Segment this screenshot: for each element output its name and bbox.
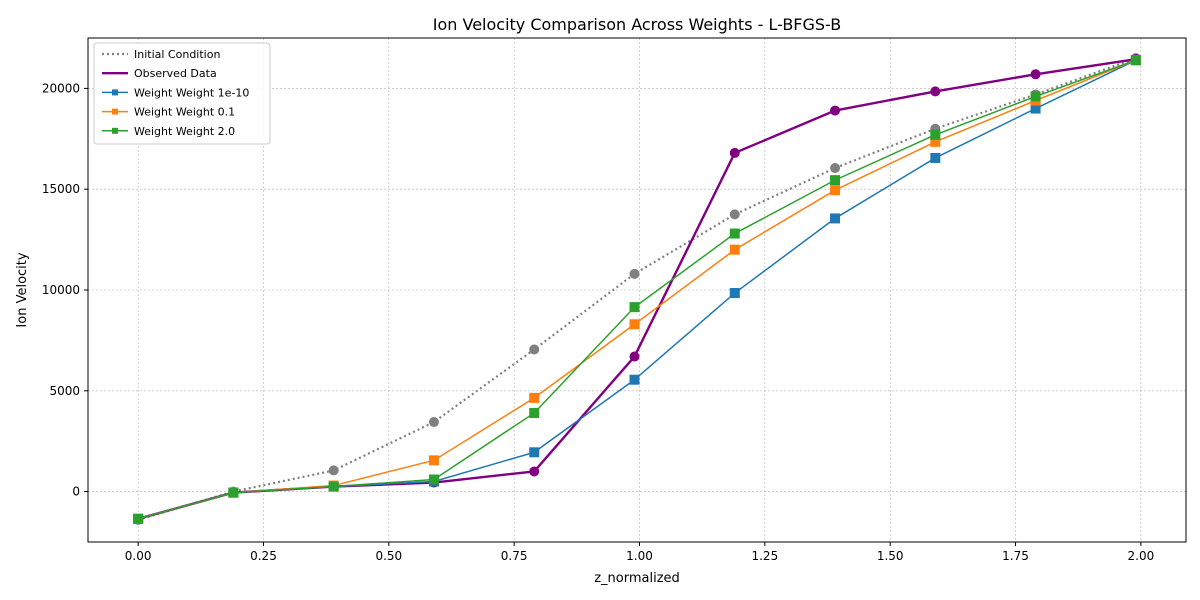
data-point-observed-data: [729, 147, 740, 158]
data-point-weight-weight-2-0: [930, 129, 941, 140]
data-point-weight-weight-2-0: [428, 474, 439, 485]
legend-label: Initial Condition: [134, 48, 220, 61]
legend-entry-initial-condition: Initial Condition: [102, 48, 220, 61]
data-point-observed-data: [830, 105, 841, 116]
data-point-weight-weight-1e-10: [729, 288, 740, 299]
data-point-weight-weight-1e-10: [629, 374, 640, 385]
legend-swatch-marker: [112, 89, 118, 96]
data-point-observed-data: [930, 86, 941, 97]
data-point-weight-weight-2-0: [1130, 55, 1141, 66]
series-weight-weight-2-0: [133, 55, 1141, 524]
y-tick-label: 15000: [42, 182, 80, 196]
data-point-weight-weight-0-1: [529, 392, 540, 403]
y-tick-label: 10000: [42, 283, 80, 297]
data-point-weight-weight-0-1: [729, 244, 740, 255]
y-axis-label: Ion Velocity: [15, 252, 30, 327]
data-point-initial-condition: [830, 163, 841, 174]
data-point-weight-weight-0-1: [629, 319, 640, 330]
legend-entry-weight-weight-2-0: Weight Weight 2.0: [102, 125, 235, 138]
legend-label: Weight Weight 0.1: [134, 106, 235, 119]
data-point-initial-condition: [629, 268, 640, 279]
x-tick-label: 2.00: [1128, 549, 1155, 563]
chart-title: Ion Velocity Comparison Across Weights -…: [433, 15, 841, 34]
data-point-weight-weight-2-0: [328, 481, 339, 492]
x-tick-label: 0.50: [375, 549, 402, 563]
data-point-weight-weight-0-1: [830, 185, 841, 196]
data-point-observed-data: [529, 466, 540, 477]
data-point-weight-weight-1e-10: [830, 213, 841, 224]
data-point-weight-weight-1e-10: [930, 152, 941, 163]
data-point-weight-weight-2-0: [529, 407, 540, 418]
legend-entry-observed-data: Observed Data: [102, 67, 217, 80]
data-point-weight-weight-1e-10: [529, 447, 540, 458]
data-point-weight-weight-2-0: [729, 228, 740, 239]
data-point-weight-weight-2-0: [629, 302, 640, 313]
x-tick-label: 1.25: [751, 549, 778, 563]
data-point-initial-condition: [428, 417, 439, 428]
y-tick-label: 0: [72, 485, 80, 499]
data-point-observed-data: [1030, 69, 1041, 80]
data-point-weight-weight-2-0: [1030, 91, 1041, 102]
x-tick-label: 1.75: [1002, 549, 1029, 563]
legend-entry-weight-weight-0-1: Weight Weight 0.1: [102, 106, 235, 119]
x-tick-label: 1.50: [877, 549, 904, 563]
x-axis-label: z_normalized: [594, 571, 680, 586]
legend: Initial Condition Observed Data Weight Wei…: [93, 42, 271, 145]
plot-series: [133, 53, 1141, 525]
data-point-weight-weight-2-0: [133, 513, 144, 524]
data-point-initial-condition: [328, 465, 339, 476]
axis-ticks: 0.00 0.25 0.50 0.75 1.00 1.25 1.50 1.75 2.00 0 500…: [42, 81, 1154, 563]
x-tick-label: 0.00: [125, 549, 152, 563]
grid-lines: [88, 38, 1186, 542]
legend-label: Observed Data: [134, 67, 217, 80]
data-point-weight-weight-2-0: [830, 175, 841, 186]
legend-box: [93, 42, 271, 145]
data-point-observed-data: [629, 351, 640, 362]
data-point-weight-weight-0-1: [428, 455, 439, 466]
y-tick-label: 5000: [49, 384, 80, 398]
data-point-weight-weight-2-0: [228, 487, 239, 498]
data-point-initial-condition: [729, 209, 740, 220]
legend-label: Weight Weight 1e-10: [134, 86, 249, 99]
y-tick-label: 20000: [42, 81, 80, 95]
legend-swatch-marker: [112, 108, 118, 115]
x-tick-label: 1.00: [626, 549, 653, 563]
data-point-weight-weight-0-1: [930, 136, 941, 147]
data-point-initial-condition: [529, 344, 540, 355]
data-point-weight-weight-1e-10: [1030, 103, 1041, 114]
legend-label: Weight Weight 2.0: [134, 125, 235, 138]
legend-entry-weight-weight-1e-10: Weight Weight 1e-10: [102, 86, 249, 99]
legend-swatch-marker: [112, 127, 118, 134]
x-tick-label: 0.75: [501, 549, 528, 563]
x-tick-label: 0.25: [250, 549, 277, 563]
